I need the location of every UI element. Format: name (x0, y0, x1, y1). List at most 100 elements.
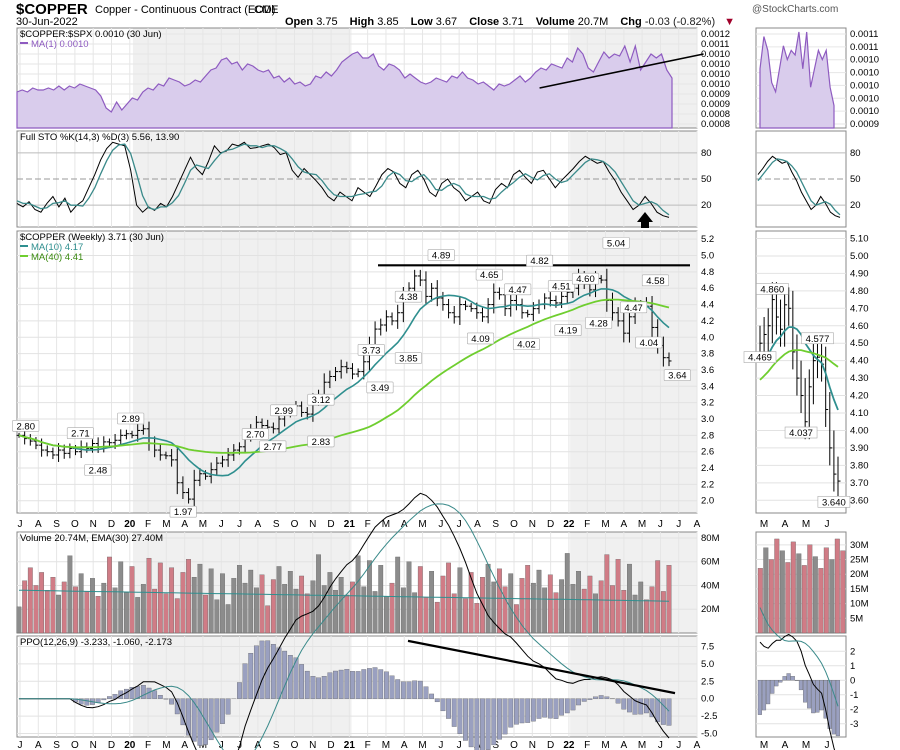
price-zoom-tick-label: 4.10 (850, 408, 869, 419)
ppo-histogram-bar (412, 680, 418, 699)
x-axis-label: J (237, 519, 242, 530)
zoom-price-callout: 4.037 (789, 428, 813, 439)
price-callout-box (554, 324, 582, 337)
ppo-histogram-bar (355, 671, 361, 699)
volume-bar (581, 588, 587, 634)
x-axis-label-bottom: O (510, 740, 518, 750)
volume-bar (350, 581, 355, 634)
ppo-histogram-bar (140, 685, 146, 699)
low-value: 3.67 (435, 16, 458, 28)
volume-bar (593, 593, 598, 634)
price-bar (163, 451, 169, 460)
volume-bar (248, 569, 254, 634)
price-bar (208, 462, 214, 484)
ppo-histogram-bar (253, 645, 259, 699)
ratio-ma-legend: MA(1) 0.0010 (31, 39, 89, 50)
sto-zoom-d-line (757, 158, 841, 216)
sto-zoom-tick-label: 50 (850, 174, 861, 185)
volume-bar (660, 591, 666, 634)
volume-bar (400, 587, 406, 634)
x-axis-label: J (219, 519, 224, 530)
volume-bar (434, 601, 440, 634)
x-axis-label-bottom: A (620, 740, 627, 750)
volume-bar (615, 559, 621, 634)
x-axis-label: A (694, 519, 701, 530)
volume-bar (67, 555, 73, 634)
ppo-histogram-bar (101, 698, 107, 701)
x-axis-label-bottom: S (273, 740, 280, 750)
ppo-histogram-bar (570, 698, 576, 711)
ratio-tick-label: 0.0008 (701, 119, 730, 130)
ppo-histogram-bar (259, 640, 265, 699)
zoom-volume-bar (768, 559, 774, 634)
ratio-area (16, 43, 673, 129)
x-axis-label: O (510, 519, 518, 530)
x-axis-label-bottom: 22 (563, 740, 575, 750)
price-bar (180, 476, 186, 499)
zoom-volume-bar (790, 541, 796, 634)
down-triangle-icon: ▼ (724, 16, 736, 28)
x-axis-label-bottom: F (584, 740, 590, 750)
price-zoom-tick-label: 3.70 (850, 478, 869, 489)
x-axis-label: M (382, 519, 390, 530)
volume-bar (220, 573, 225, 634)
price-bar (214, 457, 220, 476)
price-callout-box (12, 420, 40, 432)
x-axis-label-bottom: N (529, 740, 536, 750)
volume-bar (140, 584, 146, 634)
price-callout-box (547, 280, 575, 292)
price-bar (355, 368, 361, 378)
ppo-histogram-bar (361, 669, 367, 699)
price-bar (383, 310, 389, 332)
price-bar (519, 298, 525, 319)
price-zoom-tick-label: 3.80 (850, 460, 869, 471)
price-bar (333, 366, 339, 382)
volume-bar (152, 588, 158, 634)
price-bar (457, 296, 463, 325)
ppo-histogram-bar (395, 679, 401, 699)
zoom-volume-bar (757, 568, 763, 634)
ppo-histogram-bar (327, 672, 333, 699)
volume-bar (123, 592, 129, 634)
ratio-tick-label: 0.0008 (701, 109, 730, 120)
x-axis-label-bottom: 20 (124, 740, 136, 750)
volume-bar (457, 567, 463, 634)
volume-bar (553, 592, 559, 634)
price-bar (389, 312, 395, 326)
price-callout-box (620, 301, 648, 314)
ppo-histogram-bar (163, 698, 169, 700)
zoom-ppo-histogram-bar (819, 680, 824, 711)
volume-bar (253, 587, 259, 634)
x-axis-label-bottom: M (638, 740, 646, 750)
symbol: $COPPER (16, 1, 88, 18)
volume-bar (406, 561, 412, 634)
ratio-zoom-tick-label: 0.0010 (850, 106, 879, 117)
price-callout-box (84, 464, 112, 476)
volume-bar (203, 594, 208, 634)
price-tick-label: 2.0 (701, 496, 714, 507)
ratio-tick-label: 0.0010 (701, 79, 730, 90)
ratio-tick-label: 0.0009 (701, 89, 730, 100)
volume-bar (61, 581, 67, 634)
volume-bar (22, 580, 28, 634)
ppo-histogram-bar (84, 698, 90, 706)
x-axis-label: 21 (344, 519, 356, 530)
ppo-histogram-bar (220, 698, 225, 724)
price-bar (378, 318, 384, 336)
ratio-zoom-tick-label: 0.0010 (850, 68, 879, 79)
exchange: CME (254, 4, 279, 16)
price-zoom-tick-label: 4.80 (850, 286, 869, 297)
ppo-histogram-bar (621, 698, 627, 710)
quote-date: 30-Jun-2022 (16, 16, 78, 28)
price-callout: 5.04 (607, 238, 626, 249)
price-callout-box (641, 274, 669, 287)
zoom-x-axis-label-bottom: M (802, 740, 810, 750)
volume-bar (135, 597, 141, 634)
volume-bar (169, 567, 175, 634)
volume-bar (225, 604, 231, 634)
ppo-histogram-bar (299, 664, 305, 699)
x-axis-label-bottom: M (162, 740, 170, 750)
ppo-histogram-bar (389, 675, 395, 699)
zoom-volume-bar (834, 538, 840, 634)
price-callout: 4.89 (432, 251, 451, 262)
